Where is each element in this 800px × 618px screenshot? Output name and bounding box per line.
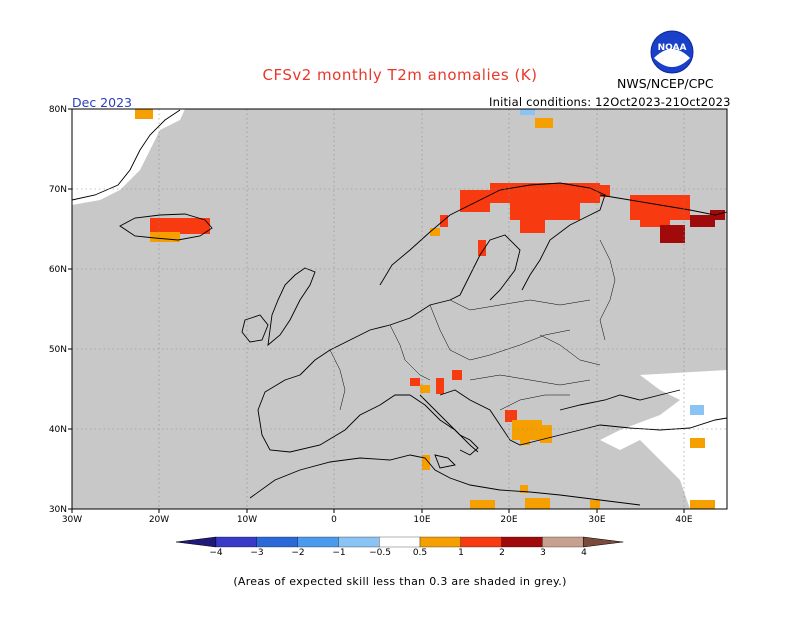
legend-swatch — [501, 536, 543, 548]
legend-arrow-low — [175, 536, 217, 548]
legend-label: −4 — [209, 548, 223, 558]
legend-arrow-high — [582, 536, 624, 548]
anomaly-cell — [478, 240, 486, 256]
legend-label: 1 — [458, 548, 464, 558]
anomaly-cell — [640, 215, 670, 227]
anomaly-cell — [422, 455, 430, 470]
lat-tick-label: 80N — [49, 105, 67, 115]
lon-tick-label: 10E — [413, 515, 430, 525]
lat-tick-label: 70N — [49, 185, 67, 195]
anomaly-cell — [436, 378, 444, 394]
agency-label: NWS/NCEP/CPC — [617, 76, 714, 91]
anomaly-cell — [452, 370, 462, 380]
anomaly-cell — [430, 228, 440, 236]
lat-tick-label: 40N — [49, 425, 67, 435]
lon-tick-label: 30W — [62, 515, 82, 525]
legend-swatch — [460, 536, 502, 548]
legend-swatch — [338, 536, 380, 548]
anomaly-cell — [710, 210, 725, 220]
skill-footnote: (Areas of expected skill less than 0.3 a… — [233, 575, 567, 588]
lon-tick-label: 20W — [149, 515, 169, 525]
coastlines — [71, 109, 728, 506]
legend-label: −0.5 — [369, 548, 391, 558]
legend-label: −3 — [250, 548, 263, 558]
legend-swatch — [542, 536, 584, 548]
country-borders — [329, 239, 616, 411]
anomaly-cell — [420, 385, 430, 393]
anomaly-cell — [660, 225, 685, 243]
lat-tick-label: 50N — [49, 345, 67, 355]
legend-swatch — [379, 536, 421, 548]
legend-label: 2 — [499, 548, 505, 558]
graticule — [72, 109, 727, 509]
anomaly-cell — [520, 435, 530, 445]
anomaly-cell — [690, 438, 705, 448]
legend-label: −2 — [291, 548, 304, 558]
lon-tick-label: 40E — [675, 515, 692, 525]
anomaly-cell — [510, 200, 580, 220]
legend-swatch — [256, 536, 298, 548]
anomaly-cell — [410, 378, 420, 386]
anomaly-cell — [690, 215, 715, 227]
anomaly-map: 80N 70N 60N 50N 40N 30N 30W 20W 10W 0 10… — [49, 105, 728, 525]
anomaly-cell — [535, 118, 553, 128]
anomaly-cell — [135, 109, 153, 119]
map-background — [72, 109, 727, 509]
logo-text: NOAA — [658, 43, 687, 53]
lon-tick-label: 10W — [237, 515, 257, 525]
anomaly-cell — [690, 500, 715, 509]
anomaly-cell — [505, 410, 517, 422]
legend-label: −1 — [332, 548, 345, 558]
neutral-areas — [72, 109, 727, 509]
anomaly-cell — [600, 185, 610, 197]
map-title: CFSv2 monthly T2m anomalies (K) — [262, 66, 538, 84]
anomaly-cell — [490, 183, 600, 203]
warm-anomalies — [135, 109, 725, 509]
legend-label: 0.5 — [413, 548, 427, 558]
anomaly-cell — [460, 190, 490, 212]
anomaly-cell — [520, 485, 528, 493]
anomaly-cell — [150, 232, 180, 242]
anomaly-cell — [470, 500, 495, 509]
legend-swatch — [419, 536, 461, 548]
initial-conditions: Initial conditions: 12Oct2023-21Oct2023 — [489, 95, 731, 109]
anomaly-cell — [520, 218, 545, 233]
lat-tick-label: 60N — [49, 265, 67, 275]
lon-tick-label: 30E — [588, 515, 605, 525]
forecast-month: Dec 2023 — [72, 95, 132, 110]
anomaly-cell — [150, 218, 210, 234]
lon-tick-label: 20E — [500, 515, 517, 525]
anomaly-cell — [540, 425, 552, 443]
anomaly-cell — [512, 420, 542, 440]
legend-swatch — [297, 536, 339, 548]
cool-anomalies — [520, 109, 704, 415]
color-legend: −4 −3 −2 −1 −0.5 0.5 1 2 3 4 — [175, 536, 624, 558]
legend-label: 3 — [540, 548, 546, 558]
map-frame — [71, 108, 728, 510]
anomaly-cell — [590, 500, 600, 509]
lon-tick-label: 0 — [331, 515, 337, 525]
noaa-logo: NOAA — [650, 30, 694, 74]
anomaly-cell — [525, 498, 550, 509]
anomaly-cell — [440, 215, 448, 227]
legend-label: 4 — [581, 548, 587, 558]
legend-swatch — [215, 536, 257, 548]
lat-tick-label: 30N — [49, 505, 67, 515]
